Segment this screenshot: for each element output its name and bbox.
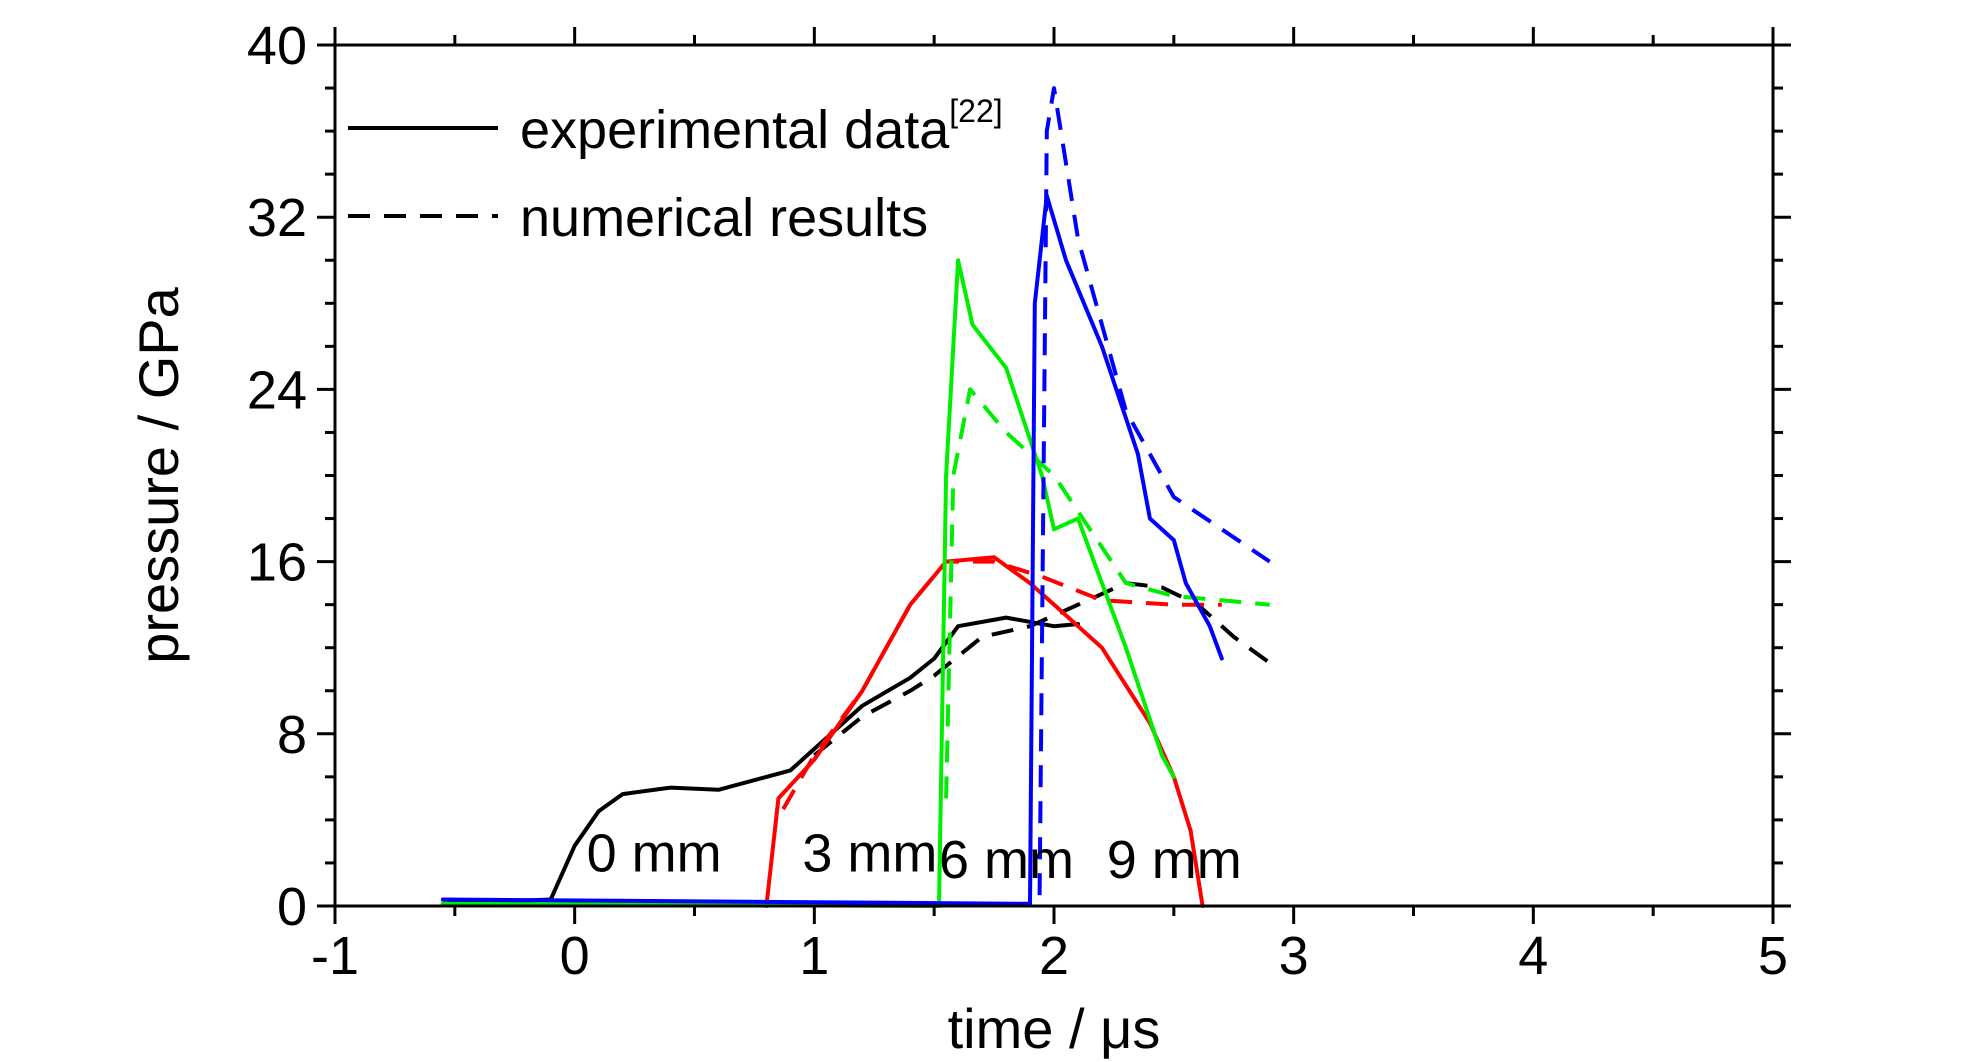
plot-frame bbox=[333, 43, 1775, 908]
y-tick-label: 16 bbox=[247, 533, 307, 593]
y-axis-title: pressure / GPa bbox=[127, 286, 190, 663]
x-tick-label: 1 bbox=[799, 926, 829, 986]
legend-superscript: [22] bbox=[949, 93, 1002, 129]
series-line-7 bbox=[440, 193, 1224, 906]
series-group bbox=[440, 86, 1271, 908]
curve-label: 3 mm bbox=[802, 824, 937, 884]
x-tick-label: 0 bbox=[560, 926, 590, 986]
series-line-1 bbox=[440, 615, 1080, 906]
x-tick-label: 2 bbox=[1039, 926, 1069, 986]
y-tick-label: 40 bbox=[247, 16, 307, 76]
x-tick-label: 5 bbox=[1758, 926, 1788, 986]
series-line-5 bbox=[440, 258, 1176, 908]
y-tick-label: 32 bbox=[247, 188, 307, 248]
x-tick-label: -1 bbox=[311, 926, 359, 986]
curve-labels: 0 mm 3 mm 6 mm 9 mm bbox=[587, 824, 1242, 890]
x-tick-label: 4 bbox=[1518, 926, 1548, 986]
series-line-8 bbox=[1037, 86, 1271, 896]
curve-label: 9 mm bbox=[1107, 830, 1242, 890]
legend-label: experimental data[22] bbox=[520, 93, 1003, 160]
y-tick-label: 8 bbox=[277, 705, 307, 765]
curve-label: 0 mm bbox=[587, 824, 722, 884]
y-tick-label: 0 bbox=[277, 877, 307, 937]
legend: experimental data[22] numerical results bbox=[348, 93, 1003, 248]
legend-label: numerical results bbox=[520, 188, 928, 248]
x-axis-title: time / μs bbox=[948, 997, 1161, 1060]
series-line-6 bbox=[944, 387, 1270, 799]
series-line-4 bbox=[781, 559, 1222, 811]
curve-label: 6 mm bbox=[939, 830, 1074, 890]
x-tick-label: 3 bbox=[1279, 926, 1309, 986]
y-tick-label: 24 bbox=[247, 360, 307, 420]
